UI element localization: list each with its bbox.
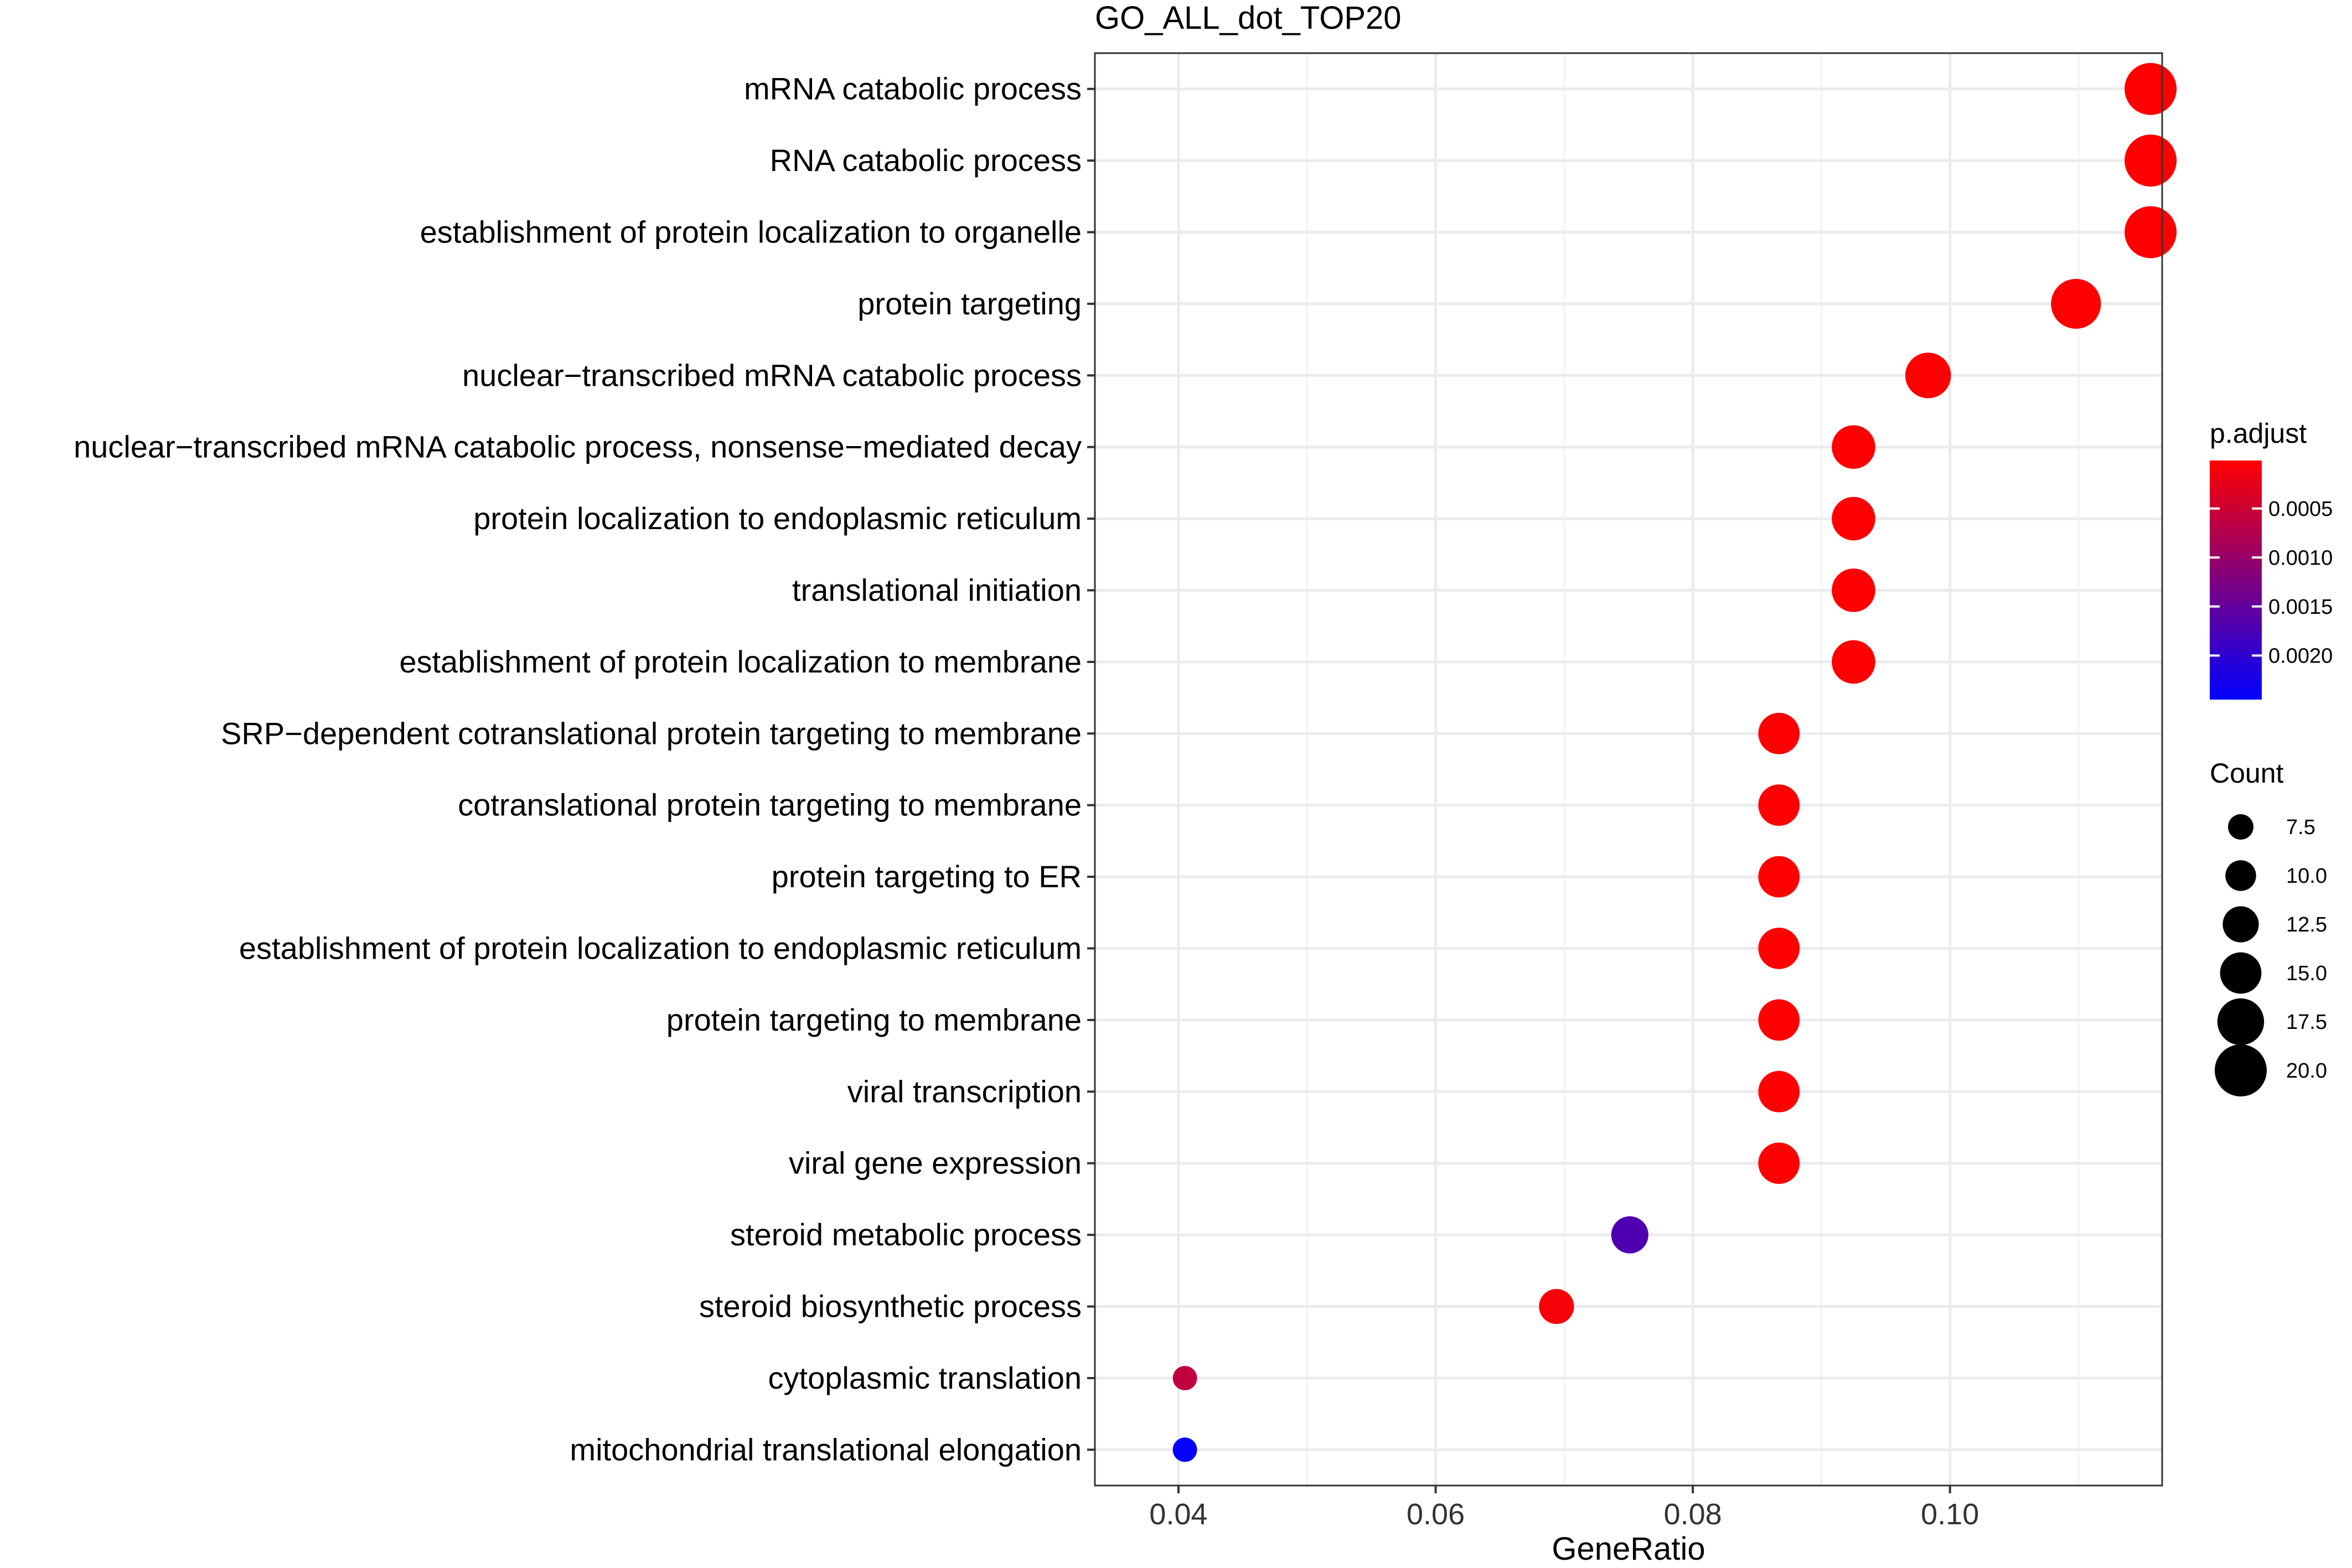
data-point (1172, 1365, 1197, 1390)
data-point (1832, 640, 1875, 684)
y-axis-labels: mRNA catabolic process RNA catabolic proc… (74, 71, 1095, 1467)
y-axis-label: cytoplasmic translation (768, 1360, 1082, 1395)
y-axis-label: viral gene expression (789, 1146, 1082, 1181)
y-axis-label: translational initiation (792, 573, 1082, 608)
size-legend-label: 15.0 (2286, 962, 2327, 985)
size-legend-label: 20.0 (2286, 1059, 2327, 1083)
y-axis-label: steroid metabolic process (730, 1217, 1082, 1252)
y-axis-label: cotranslational protein targeting to mem… (458, 788, 1082, 822)
size-legend-label: 7.5 (2286, 816, 2315, 839)
size-legend-label: 17.5 (2286, 1011, 2327, 1034)
plot-panel (1094, 52, 2177, 1487)
data-point (1832, 425, 1875, 469)
y-axis-label: protein targeting to membrane (666, 1002, 1082, 1037)
color-bar (2210, 460, 2262, 700)
size-legend-keys: 7.5 10.0 12.5 15.0 17.5 20.0 (2215, 814, 2327, 1096)
size-legend-dot (2220, 952, 2262, 994)
size-legend-label: 12.5 (2286, 913, 2327, 936)
y-axis-label: viral transcription (847, 1074, 1082, 1109)
data-point (1539, 1288, 1574, 1324)
x-axis: 0.04 0.06 0.08 0.10 (1149, 1486, 1979, 1531)
color-bar-tick-label: 0.0005 (2268, 498, 2333, 521)
y-axis-label: nuclear−transcribed mRNA catabolic proce… (462, 358, 1082, 392)
x-axis-tick-label: 0.06 (1407, 1498, 1465, 1531)
x-axis-title: GeneRatio (1552, 1531, 1705, 1567)
color-bar-tick-label: 0.0010 (2268, 546, 2333, 570)
color-bar-tick-label: 0.0015 (2268, 596, 2333, 619)
data-point (1758, 856, 1800, 898)
x-axis-tick-label: 0.04 (1149, 1498, 1207, 1531)
size-legend-dot (2215, 1044, 2267, 1096)
panel-background (1095, 53, 2162, 1486)
color-bar-ticks: 0.0005 0.0010 0.0015 0.0020 (2210, 498, 2333, 667)
y-axis-label: mRNA catabolic process (744, 71, 1082, 106)
x-axis-tick-label: 0.10 (1921, 1498, 1979, 1531)
y-axis-label: RNA catabolic process (770, 143, 1082, 178)
data-point (1832, 496, 1875, 541)
data-point (2124, 206, 2177, 258)
data-point (1758, 1070, 1800, 1112)
size-legend-label: 10.0 (2286, 865, 2327, 888)
data-point (1758, 784, 1800, 826)
data-point (1758, 999, 1800, 1041)
y-axis-label: nuclear−transcribed mRNA catabolic proce… (74, 429, 1082, 464)
panel-border (1094, 52, 2163, 1487)
size-legend: Count 7.5 10.0 12.5 15.0 17.5 20.0 (2210, 758, 2327, 1096)
y-axis-label: SRP−dependent cotranslational protein ta… (221, 716, 1082, 751)
data-point (2051, 278, 2101, 329)
data-points (1172, 63, 2177, 1462)
y-axis-label: protein targeting (857, 286, 1082, 321)
data-point (2124, 134, 2177, 187)
size-legend-dot (2228, 814, 2253, 840)
data-point (1758, 712, 1800, 754)
data-point (1832, 568, 1875, 612)
x-axis-tick-label: 0.08 (1664, 1498, 1722, 1531)
y-axis-label: establishment of protein localization to… (399, 644, 1082, 679)
data-point (1172, 1437, 1197, 1462)
y-axis-label: establishment of protein localization to… (420, 215, 1082, 250)
data-point (1758, 928, 1800, 969)
data-point (1905, 353, 1951, 399)
y-axis-label: protein localization to endoplasmic reti… (473, 501, 1082, 536)
y-axis-label: mitochondrial translational elongation (570, 1432, 1082, 1467)
color-bar-tick-label: 0.0020 (2268, 644, 2333, 667)
color-legend-title: p.adjust (2210, 418, 2307, 449)
size-legend-title: Count (2210, 758, 2284, 789)
y-axis-label: steroid biosynthetic process (699, 1289, 1082, 1324)
y-axis-label: protein targeting to ER (772, 859, 1082, 894)
color-legend: p.adjust 0.0005 0.0010 0.0015 0.0020 (2210, 418, 2333, 700)
y-axis-label: establishment of protein localization to… (239, 931, 1082, 966)
data-point (1758, 1142, 1800, 1184)
data-point (2124, 63, 2177, 115)
data-point (1611, 1216, 1648, 1254)
chart-title: GO_ALL_dot_TOP20 (1095, 0, 1402, 36)
size-legend-dot (2225, 860, 2256, 891)
size-legend-dot (2217, 998, 2265, 1046)
size-legend-dot (2222, 906, 2259, 943)
